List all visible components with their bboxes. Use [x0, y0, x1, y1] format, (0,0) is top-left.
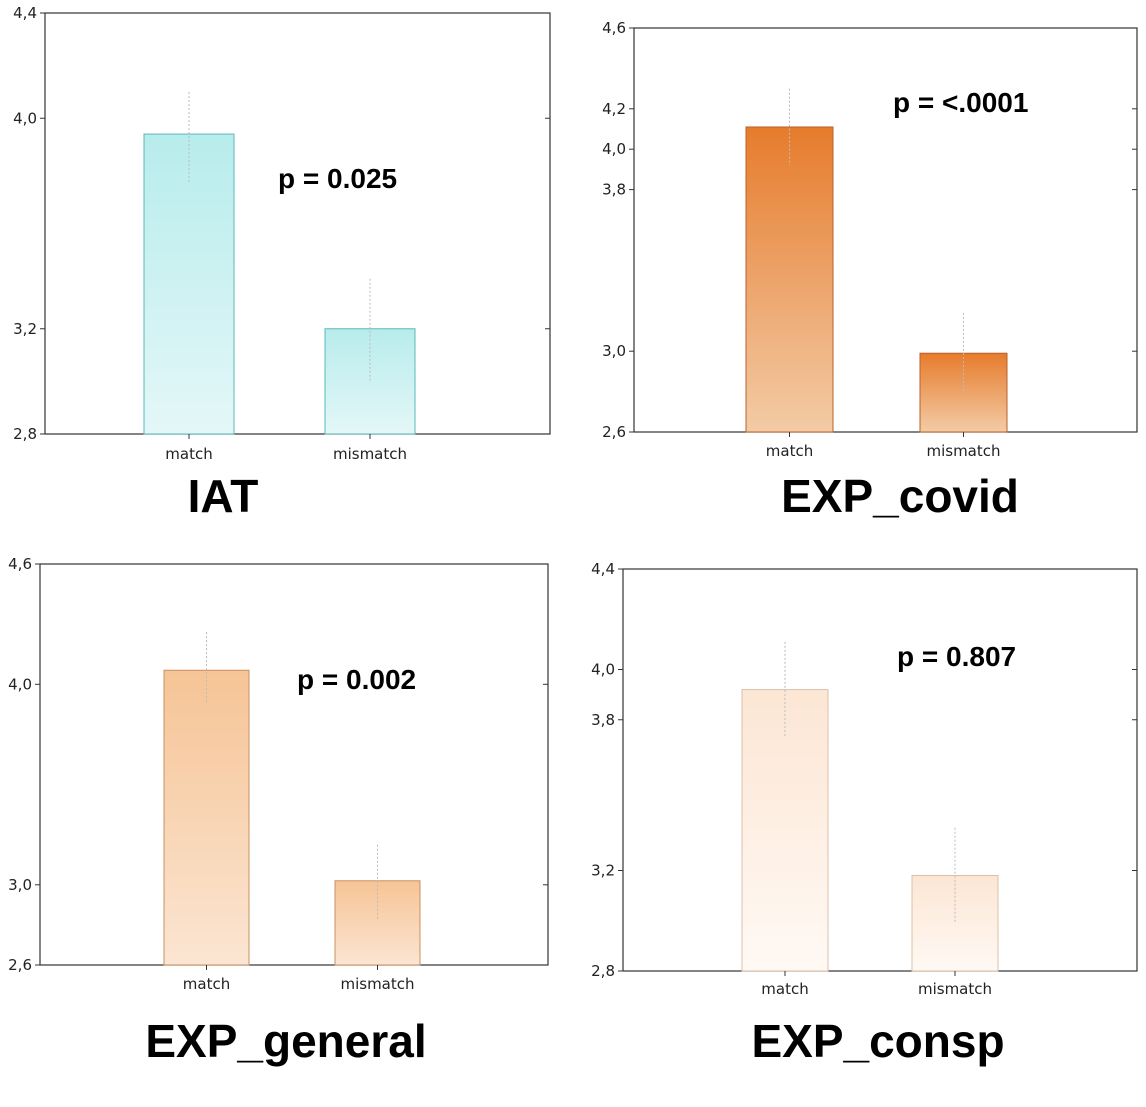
y-tick-label: 3,8 [602, 181, 626, 199]
bar-match [741, 689, 829, 972]
y-tick-label: 2,6 [8, 956, 32, 974]
y-tick-label: 3,8 [591, 711, 615, 729]
p-value-annotation: p = <.0001 [893, 87, 1028, 118]
y-tick-label: 4,0 [591, 661, 615, 679]
bar-match [143, 133, 235, 435]
bar-match [163, 669, 250, 966]
category-label: mismatch [340, 975, 414, 993]
y-tick-label: 2,8 [591, 962, 615, 980]
chart-panel-2: 2,6 3,0 3,8 4,0 4,2 4,6 match mismatch p = <.000… [602, 19, 1138, 522]
y-tick-label: 3,2 [13, 320, 37, 338]
y-tick-label: 4,0 [602, 140, 626, 158]
plot-frame [39, 563, 549, 966]
category-label: match [766, 442, 813, 460]
y-tick-label: 4,0 [13, 109, 37, 127]
y-tick-label: 3,0 [602, 342, 626, 360]
y-tick-label: 3,2 [591, 862, 615, 880]
p-value-annotation: p = 0.002 [297, 664, 416, 695]
y-tick-label: 2,6 [602, 423, 626, 441]
category-label: mismatch [926, 442, 1000, 460]
chart-panel-3: 2,6 3,0 4,0 4,6 match mismatch p = 0.002 EXP_ge… [8, 555, 549, 1067]
y-tick-label: 3,0 [8, 876, 32, 894]
plot-frame [633, 27, 1138, 433]
y-tick-label: 2,8 [13, 425, 37, 443]
chart-panel-1: 2,8 3,2 4,0 4,4 match mismatch p = 0.025 IAT [13, 4, 551, 522]
y-tick-label: 4,2 [602, 100, 626, 118]
chart-panel-4: 2,8 3,2 3,8 4,0 4,4 match mismatch p = 0.807 EXP… [591, 560, 1138, 1067]
y-tick-label: 4,4 [591, 560, 615, 578]
category-label: match [183, 975, 230, 993]
plot-frame [44, 12, 551, 435]
plot-frame [622, 568, 1138, 972]
y-tick-label: 4,6 [602, 19, 626, 37]
bar-mismatch [334, 880, 421, 966]
y-tick-label: 4,4 [13, 4, 37, 22]
panel-title: IAT [188, 470, 259, 522]
bar-match [745, 126, 834, 433]
p-value-annotation: p = 0.807 [897, 641, 1016, 672]
panel-title: EXP_covid [781, 470, 1019, 522]
panel-title: EXP_consp [751, 1015, 1004, 1067]
y-tick-label: 4,6 [8, 555, 32, 573]
category-label: match [761, 980, 808, 998]
category-label: mismatch [333, 445, 407, 463]
category-label: match [165, 445, 212, 463]
category-label: mismatch [918, 980, 992, 998]
p-value-annotation: p = 0.025 [278, 163, 397, 194]
bar-mismatch [911, 875, 999, 972]
panel-title: EXP_general [145, 1015, 426, 1067]
y-tick-label: 4,0 [8, 675, 32, 693]
